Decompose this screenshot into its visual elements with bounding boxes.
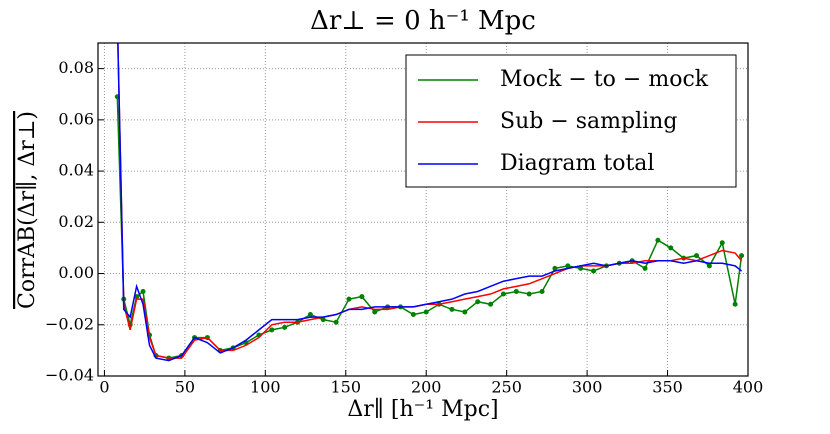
x-tick-label: 0 xyxy=(99,378,109,397)
x-tick-label: 50 xyxy=(175,378,195,397)
point xyxy=(719,240,725,246)
y-tick-label: 0.02 xyxy=(58,212,94,231)
point xyxy=(462,309,468,315)
point xyxy=(410,312,416,318)
y-tick-label: 0.04 xyxy=(58,161,94,180)
y-tick-label: −0.02 xyxy=(45,314,94,333)
point xyxy=(449,306,455,312)
point xyxy=(500,291,506,297)
plot-area xyxy=(114,43,745,362)
x-tick-label: 300 xyxy=(572,378,603,397)
y-tick-label: 0.06 xyxy=(58,109,94,128)
plot-frame xyxy=(97,42,749,377)
point xyxy=(591,268,597,274)
point xyxy=(423,309,429,315)
point xyxy=(732,301,738,307)
point xyxy=(706,263,712,269)
legend-label: Mock − to − mock xyxy=(500,67,709,92)
x-tick-label: 200 xyxy=(411,378,442,397)
y-tick-label: 0.00 xyxy=(58,263,94,282)
point xyxy=(140,288,146,294)
point xyxy=(513,288,519,294)
x-tick-label: 350 xyxy=(652,378,683,397)
x-axis-label: Δr∥ [h⁻¹ Mpc] xyxy=(347,397,498,422)
point xyxy=(655,237,661,243)
point xyxy=(372,309,378,315)
chart-title: Δr⊥ = 0 h⁻¹ Mpc xyxy=(310,6,536,36)
point xyxy=(269,327,275,333)
point xyxy=(488,301,494,307)
point xyxy=(346,296,352,302)
point xyxy=(539,288,545,294)
legend-label: Sub − sampling xyxy=(500,109,677,134)
point xyxy=(320,317,326,323)
point xyxy=(307,312,313,318)
y-tick-label: 0.08 xyxy=(58,58,94,77)
point xyxy=(739,253,745,259)
point xyxy=(359,294,365,300)
legend-label: Diagram total xyxy=(500,151,654,176)
point xyxy=(475,299,481,305)
point xyxy=(552,265,558,271)
point xyxy=(578,265,584,271)
legend-box xyxy=(405,54,737,188)
point xyxy=(333,319,339,325)
x-tick-label: 250 xyxy=(491,378,522,397)
point xyxy=(282,324,288,330)
point xyxy=(668,245,674,251)
x-tick-label: 100 xyxy=(250,378,281,397)
point xyxy=(526,291,532,297)
y-axis-label: CorrAB(Δr∥, Δr⊥) xyxy=(15,111,40,309)
x-tick-label: 400 xyxy=(733,378,764,397)
point xyxy=(565,263,571,269)
y-tick-label: −0.04 xyxy=(45,366,94,385)
series-line xyxy=(117,43,743,362)
x-tick-label: 150 xyxy=(330,378,361,397)
point xyxy=(694,253,700,259)
point xyxy=(642,265,648,271)
